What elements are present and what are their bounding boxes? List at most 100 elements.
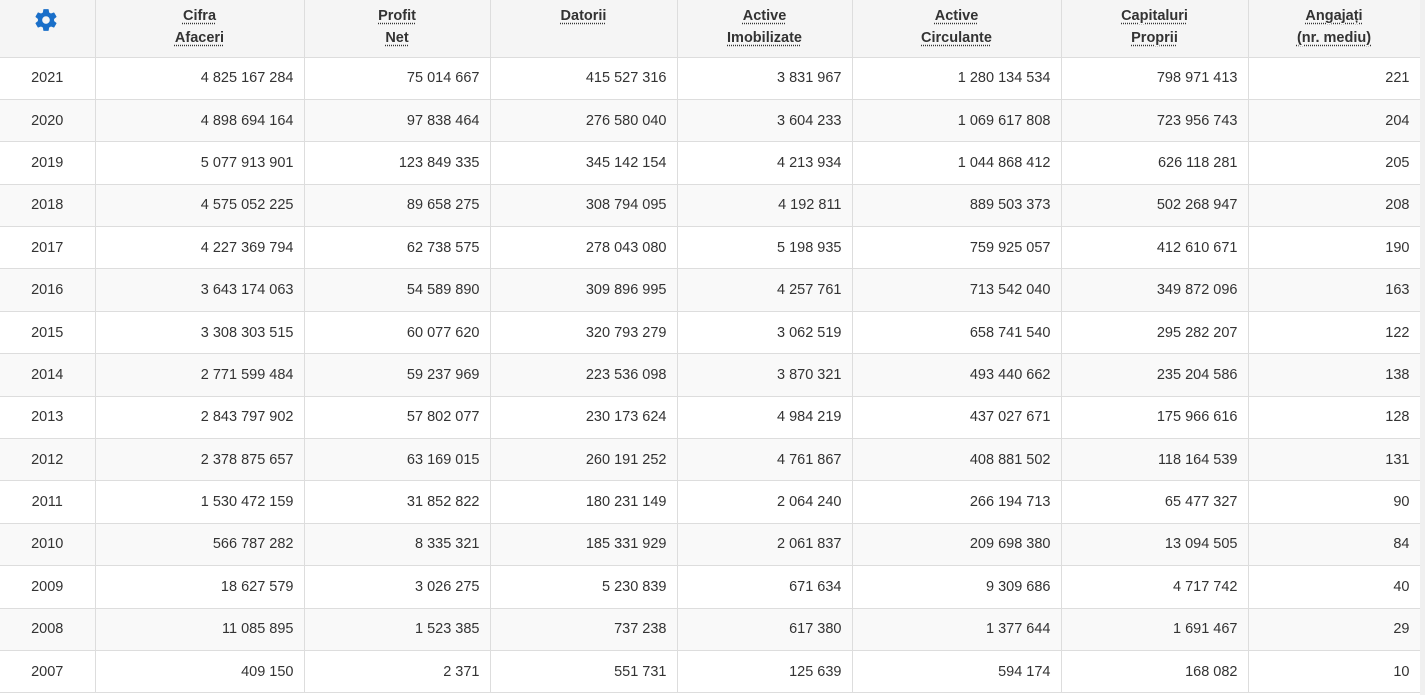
value-cell: 566 787 282 [95,523,305,567]
value-cell: 5 077 913 901 [95,141,305,185]
value-cell: 4 825 167 284 [95,57,305,100]
value-cell: 658 741 540 [852,311,1062,355]
value-cell: 90 [1248,480,1420,524]
table-row: 2014 2 771 599 484 59 237 969 223 536 098 3 … [0,353,1420,397]
value-cell: 180 231 149 [490,480,678,524]
table-row: 2021 4 825 167 284 75 014 667 415 527 316 3 … [0,57,1420,100]
value-cell: 13 094 505 [1061,523,1249,567]
value-cell: 671 634 [677,565,853,609]
value-cell: 185 331 929 [490,523,678,567]
value-cell: 4 575 052 225 [95,184,305,228]
value-cell: 10 [1248,650,1420,694]
column-header-active-circulante[interactable]: Active Circulante [852,0,1062,58]
column-header-capitaluri-proprii[interactable]: Capitaluri Proprii [1061,0,1249,58]
value-cell: 40 [1248,565,1420,609]
value-cell: 3 062 519 [677,311,853,355]
table-row: 2015 3 308 303 515 60 077 620 320 793 279 3 … [0,311,1420,355]
value-cell: 1 044 868 412 [852,141,1062,185]
value-cell: 235 204 586 [1061,353,1249,397]
value-cell: 175 966 616 [1061,396,1249,440]
value-cell: 4 257 761 [677,268,853,312]
value-cell: 3 831 967 [677,57,853,100]
header-line-2: (nr. mediu) [1296,30,1372,46]
year-cell: 2020 [0,99,96,143]
value-cell: 5 198 935 [677,226,853,270]
value-cell: 889 503 373 [852,184,1062,228]
column-header-angajati[interactable]: Angajați (nr. mediu) [1248,0,1420,58]
header-line-2: Proprii [1131,30,1178,46]
value-cell: 205 [1248,141,1420,185]
year-cell: 2021 [0,57,96,100]
value-cell: 345 142 154 [490,141,678,185]
header-line-1: Cifra [182,8,217,24]
value-cell: 412 610 671 [1061,226,1249,270]
value-cell: 1 530 472 159 [95,480,305,524]
value-cell: 221 [1248,57,1420,100]
value-cell: 278 043 080 [490,226,678,270]
value-cell: 118 164 539 [1061,438,1249,482]
value-cell: 437 027 671 [852,396,1062,440]
header-row: Cifra Afaceri Profit Net Datorii Active Imo… [0,0,1420,58]
table-row: 2008 11 085 895 1 523 385 737 238 617 380 1 3… [0,608,1420,651]
vertical-scrollbar[interactable] [1420,0,1425,695]
value-cell: 3 026 275 [304,565,491,609]
year-cell: 2011 [0,480,96,524]
value-cell: 409 150 [95,650,305,694]
header-line-1: Profit [378,8,416,24]
table-row: 2019 5 077 913 901 123 849 335 345 142 154 4… [0,141,1420,185]
value-cell: 2 371 [304,650,491,694]
value-cell: 276 580 040 [490,99,678,143]
value-cell: 415 527 316 [490,57,678,100]
value-cell: 3 604 233 [677,99,853,143]
value-cell: 97 838 464 [304,99,491,143]
value-cell: 168 082 [1061,650,1249,694]
column-header-cifra-afaceri[interactable]: Cifra Afaceri [95,0,305,58]
value-cell: 125 639 [677,650,853,694]
value-cell: 18 627 579 [95,565,305,609]
header-line-2: Net [385,30,409,46]
value-cell: 3 643 174 063 [95,268,305,312]
value-cell: 163 [1248,268,1420,312]
value-cell: 626 118 281 [1061,141,1249,185]
year-cell: 2012 [0,438,96,482]
table-row: 2009 18 627 579 3 026 275 5 230 839 671 634 9… [0,565,1420,609]
value-cell: 1 691 467 [1061,608,1249,651]
year-cell: 2019 [0,141,96,185]
value-cell: 122 [1248,311,1420,355]
column-header-profit-net[interactable]: Profit Net [304,0,491,58]
header-line-1: Datorii [560,8,607,24]
value-cell: 62 738 575 [304,226,491,270]
value-cell: 2 061 837 [677,523,853,567]
year-cell: 2018 [0,184,96,228]
column-header-datorii[interactable]: Datorii [490,0,678,58]
year-cell: 2009 [0,565,96,609]
value-cell: 65 477 327 [1061,480,1249,524]
value-cell: 1 280 134 534 [852,57,1062,100]
table-row: 2010 566 787 282 8 335 321 185 331 929 2 061… [0,523,1420,567]
value-cell: 209 698 380 [852,523,1062,567]
value-cell: 123 849 335 [304,141,491,185]
value-cell: 230 173 624 [490,396,678,440]
value-cell: 3 308 303 515 [95,311,305,355]
header-line-1: Capitaluri [1121,8,1188,24]
value-cell: 551 731 [490,650,678,694]
value-cell: 190 [1248,226,1420,270]
value-cell: 89 658 275 [304,184,491,228]
settings-header-cell [0,0,96,58]
year-cell: 2007 [0,650,96,694]
value-cell: 57 802 077 [304,396,491,440]
value-cell: 4 227 369 794 [95,226,305,270]
value-cell: 1 523 385 [304,608,491,651]
value-cell: 60 077 620 [304,311,491,355]
gear-icon[interactable] [33,7,59,33]
column-header-active-imobilizate[interactable]: Active Imobilizate [677,0,853,58]
header-line-1: Active [742,8,787,24]
value-cell: 31 852 822 [304,480,491,524]
value-cell: 594 174 [852,650,1062,694]
value-cell: 349 872 096 [1061,268,1249,312]
year-cell: 2008 [0,608,96,651]
table-body: 2021 4 825 167 284 75 014 667 415 527 316 3 … [0,57,1420,694]
value-cell: 8 335 321 [304,523,491,567]
